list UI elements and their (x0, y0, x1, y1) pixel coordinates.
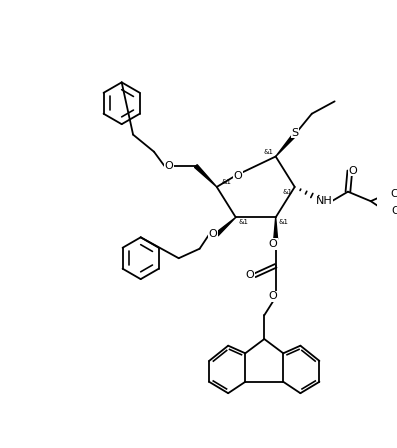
Text: Cl: Cl (390, 189, 397, 198)
Text: O: O (268, 291, 277, 301)
Text: O: O (208, 229, 217, 240)
Text: O: O (268, 239, 277, 249)
Text: &1: &1 (282, 189, 292, 195)
Polygon shape (274, 217, 278, 239)
Text: &1: &1 (238, 219, 249, 225)
Polygon shape (276, 134, 296, 156)
Text: NH: NH (316, 196, 333, 206)
Polygon shape (195, 165, 217, 187)
Text: O: O (348, 166, 357, 176)
Text: O: O (233, 171, 242, 181)
Text: O: O (165, 161, 173, 171)
Text: &1: &1 (278, 219, 288, 225)
Text: O: O (246, 270, 254, 280)
Text: &1: &1 (221, 179, 231, 185)
Text: S: S (291, 128, 298, 138)
Text: Cl: Cl (391, 206, 397, 215)
Polygon shape (216, 217, 236, 236)
Text: Cl: Cl (390, 207, 397, 218)
Text: &1: &1 (263, 149, 273, 155)
